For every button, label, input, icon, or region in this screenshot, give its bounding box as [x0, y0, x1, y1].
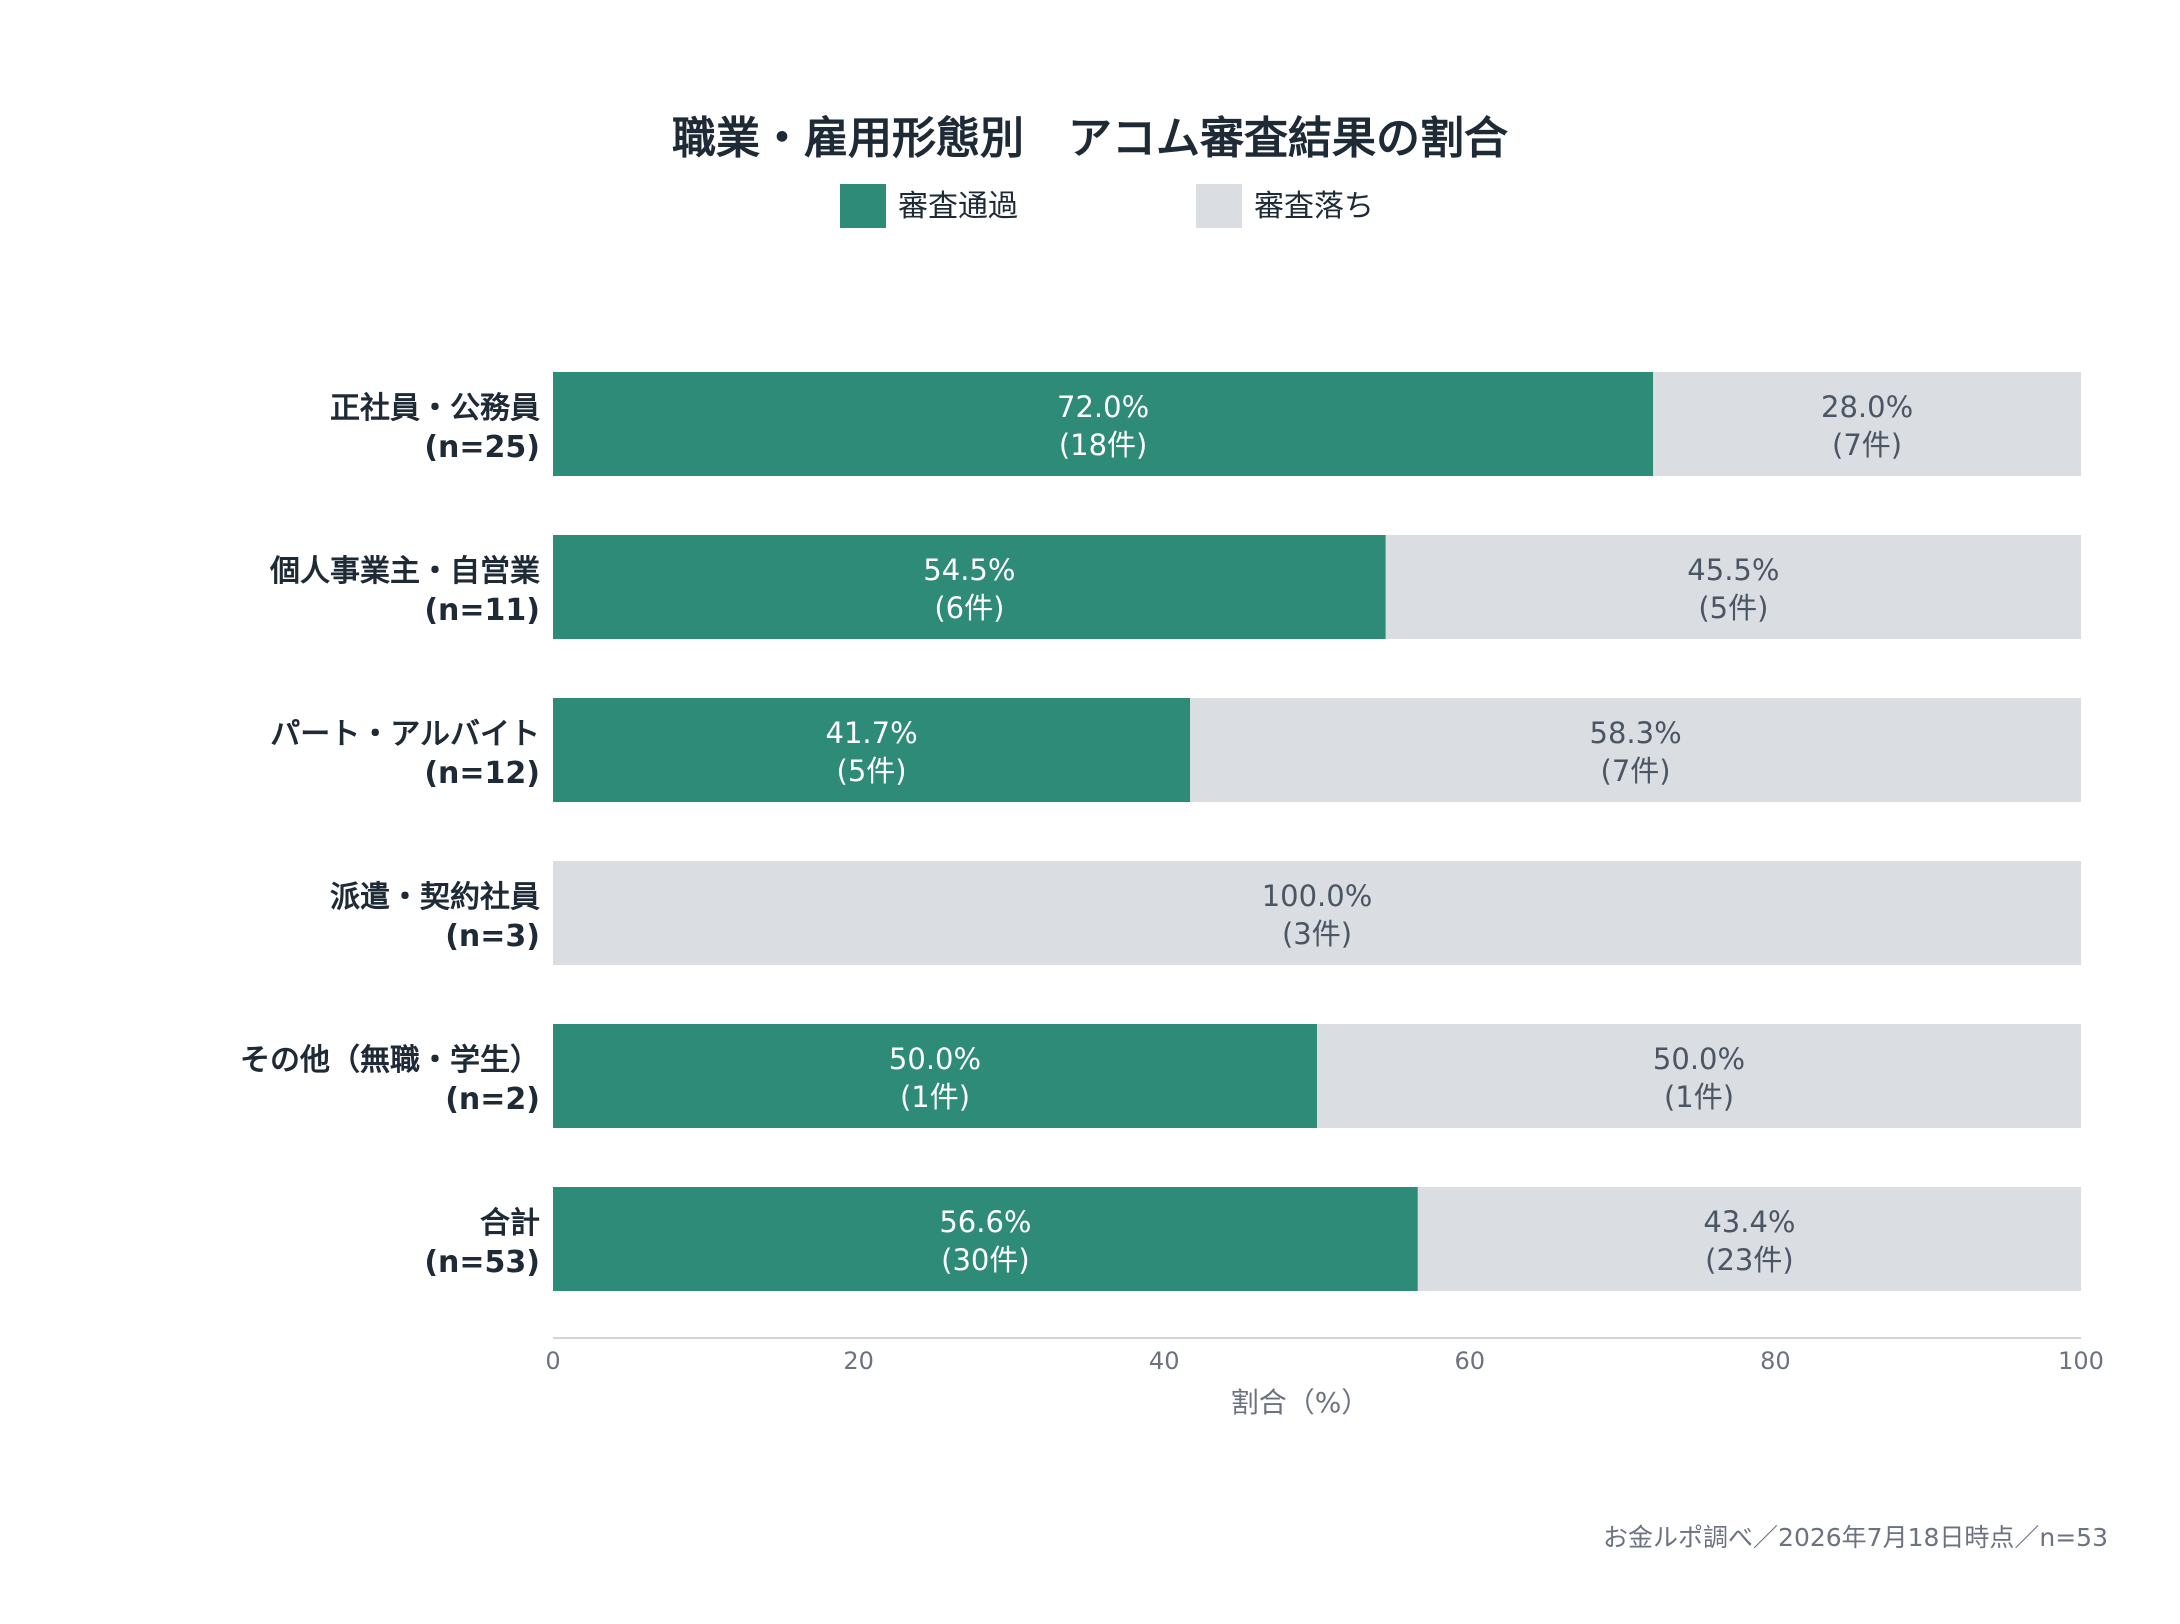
- bar-fail: [1385, 535, 2081, 639]
- legend-label-2: 審査落ち: [1254, 189, 1374, 224]
- category-count: (n=53): [424, 1245, 540, 1280]
- bar-pass: [553, 1187, 1418, 1291]
- category-label: 正社員・公務員: [330, 391, 540, 426]
- x-tick-label: 20: [843, 1347, 874, 1375]
- bar-pass: [553, 372, 1654, 476]
- category-count: (n=11): [424, 593, 540, 628]
- x-tick-label: 80: [1760, 1347, 1791, 1375]
- bar-row: 個人事業主・自営業 (n=11) 54.5% (6件) 45.5% (5件): [269, 535, 2081, 639]
- bar-fail: [1653, 372, 2081, 476]
- category-count: (n=25): [424, 430, 540, 465]
- bar-pass: [553, 698, 1191, 802]
- category-label: 合計: [480, 1206, 540, 1241]
- data-label-count: (23件): [1705, 1243, 1794, 1277]
- legend-swatch-1: [840, 184, 886, 228]
- source-note: お金ルポ調べ／2026年7月18日時点／n=53: [1603, 1523, 2108, 1552]
- data-label-count: (6件): [934, 591, 1004, 625]
- data-label-count: (30件): [941, 1243, 1030, 1277]
- data-label-percent: 50.0%: [1653, 1042, 1745, 1076]
- data-label-percent: 58.3%: [1590, 716, 1682, 750]
- category-label: パート・アルバイト: [270, 717, 540, 752]
- category-label: その他（無職・学生）: [240, 1043, 540, 1078]
- x-tick-label: 0: [545, 1347, 560, 1375]
- bar-fail: [1417, 1187, 2081, 1291]
- x-axis: 0 20 40 60 80 100: [545, 1337, 2104, 1375]
- legend-label-1: 審査通過: [898, 189, 1018, 224]
- data-label-percent: 72.0%: [1057, 390, 1149, 424]
- data-label-percent: 100.0%: [1262, 879, 1373, 913]
- data-label-percent: 41.7%: [826, 716, 918, 750]
- data-label-count: (1件): [900, 1080, 970, 1114]
- data-label-count: (5件): [1698, 591, 1768, 625]
- legend: 審査通過 審査落ち: [840, 184, 1374, 228]
- data-label-percent: 50.0%: [889, 1042, 981, 1076]
- category-label: 個人事業主・自営業: [269, 554, 540, 589]
- data-label-count: (7件): [1601, 754, 1671, 788]
- data-label-percent: 28.0%: [1821, 390, 1913, 424]
- legend-swatch-2: [1196, 184, 1242, 228]
- category-count: (n=12): [424, 756, 540, 791]
- category-count: (n=2): [445, 1082, 540, 1117]
- x-tick-label: 60: [1455, 1347, 1486, 1375]
- category-count: (n=3): [445, 919, 540, 954]
- chart-title: 職業・雇用形態別 アコム審査結果の割合: [672, 113, 1508, 164]
- data-label-count: (3件): [1282, 917, 1352, 951]
- bar-row: 合計 (n=53) 56.6% (30件) 43.4% (23件): [424, 1187, 2081, 1291]
- bar-fail: [1317, 1024, 2081, 1128]
- data-label-count: (5件): [837, 754, 907, 788]
- bar-fail: [553, 861, 2081, 965]
- plot-area: 正社員・公務員 (n=25) 72.0% (18件) 28.0% (7件) 個人事業主・自営…: [240, 372, 2081, 1291]
- bar-pass: [553, 535, 1386, 639]
- x-tick-label: 40: [1149, 1347, 1180, 1375]
- data-label-percent: 45.5%: [1687, 553, 1779, 587]
- data-label-count: (1件): [1664, 1080, 1734, 1114]
- bar-row: パート・アルバイト (n=12) 41.7% (5件) 58.3% (7件): [270, 698, 2081, 802]
- bar-row: 派遣・契約社員 (n=3) 100.0% (3件): [330, 861, 2081, 965]
- data-label-count: (18件): [1059, 428, 1148, 462]
- x-axis-title: 割合（%）: [1231, 1386, 1370, 1419]
- bar-fail: [1190, 698, 2081, 802]
- category-label: 派遣・契約社員: [330, 880, 540, 915]
- data-label-percent: 43.4%: [1703, 1205, 1795, 1239]
- bar-pass: [553, 1024, 1317, 1128]
- data-label-percent: 54.5%: [923, 553, 1015, 587]
- x-tick-label: 100: [2058, 1347, 2104, 1375]
- data-label-count: (7件): [1832, 428, 1902, 462]
- bar-row: 正社員・公務員 (n=25) 72.0% (18件) 28.0% (7件): [330, 372, 2081, 476]
- bar-row: その他（無職・学生） (n=2) 50.0% (1件) 50.0% (1件): [240, 1024, 2081, 1128]
- data-label-percent: 56.6%: [939, 1205, 1031, 1239]
